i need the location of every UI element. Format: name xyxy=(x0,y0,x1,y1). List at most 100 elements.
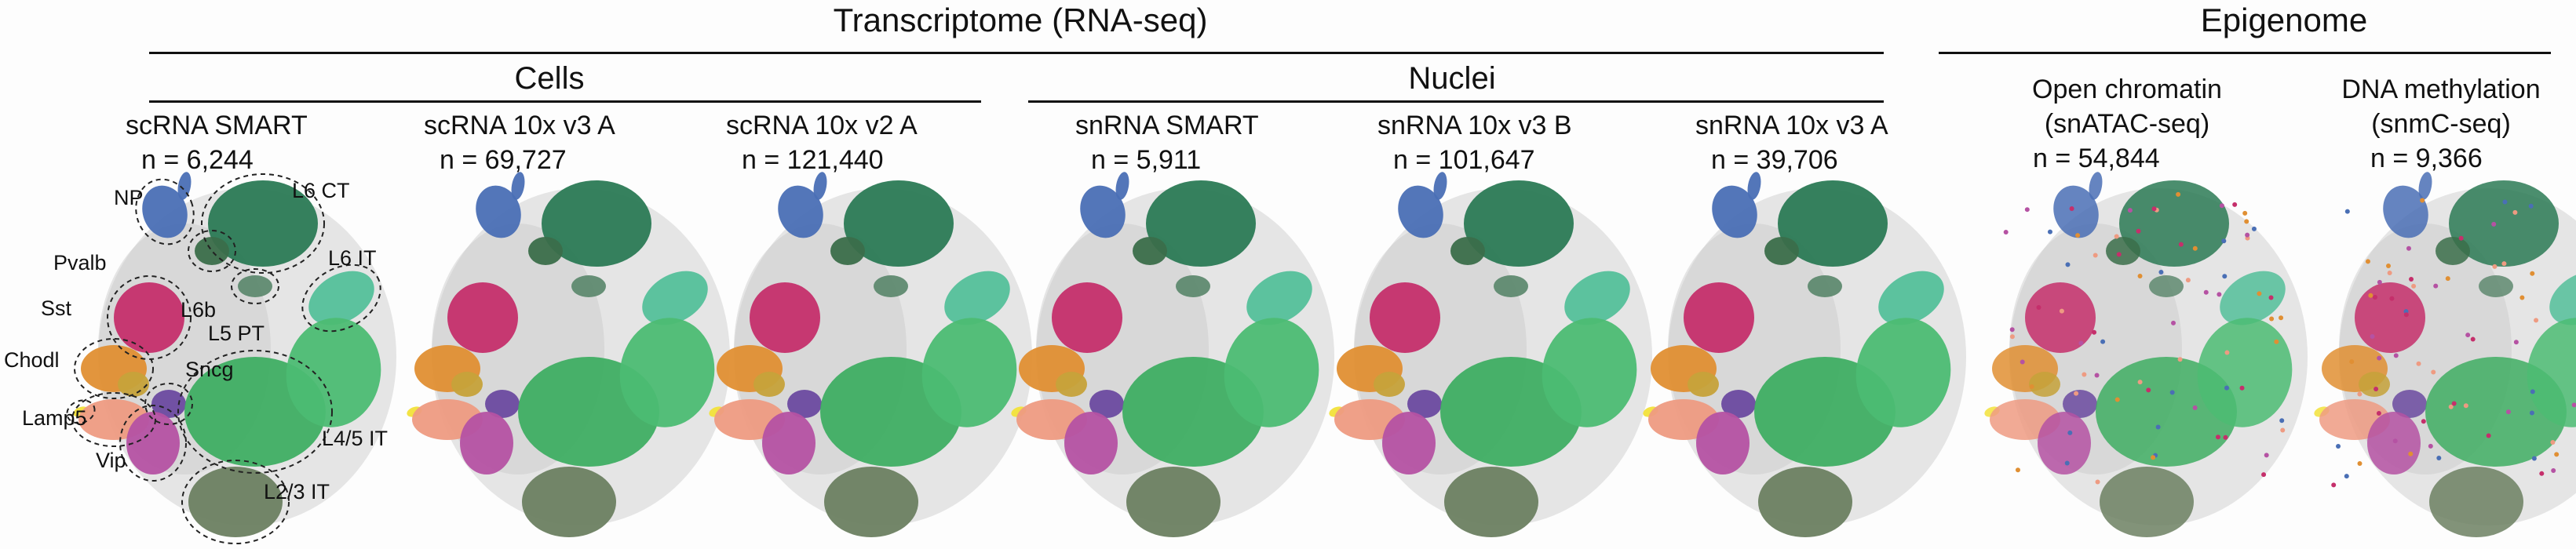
cell-dot xyxy=(2492,264,2498,269)
cluster-outline xyxy=(301,264,381,333)
cluster-outline xyxy=(188,230,236,272)
cell-dot xyxy=(2024,207,2030,213)
cell-dot xyxy=(2408,451,2414,456)
cluster-sncg xyxy=(1089,390,1124,418)
cell-dot xyxy=(2239,385,2245,391)
panel-count: n = 6,244 xyxy=(141,145,254,175)
cell-dot xyxy=(2114,234,2119,239)
cell-dot xyxy=(2409,276,2414,282)
panel-title: DNA methylation (snmC-seq) n = 9,366 xyxy=(2315,72,2567,176)
cluster-l5pt xyxy=(1494,275,1528,297)
cluster-outline xyxy=(231,268,279,304)
cluster-np-tail xyxy=(1433,172,1447,200)
cell-dot xyxy=(2421,419,2426,424)
cluster-np xyxy=(142,185,188,238)
cluster-l45it-light xyxy=(286,318,381,427)
cell-dot xyxy=(2078,340,2084,346)
cluster-outline xyxy=(119,405,187,482)
cell-dot xyxy=(2192,405,2198,410)
cluster-l6b xyxy=(528,237,563,265)
cluster-l45it-light xyxy=(921,318,1017,427)
cell-dot xyxy=(2551,467,2556,473)
cluster-l23it xyxy=(522,467,616,537)
label-pvalb: Pvalb xyxy=(53,251,107,274)
label-np: NP xyxy=(114,186,144,209)
umap-plot xyxy=(1984,172,2308,537)
cluster-np xyxy=(2053,185,2099,238)
cluster-l6ct xyxy=(2449,180,2559,267)
label-l5pt: L5 PT xyxy=(208,322,265,345)
panel-name: scRNA SMART xyxy=(126,111,308,140)
cell-dot xyxy=(2029,384,2034,390)
cluster-pvalb xyxy=(447,282,518,353)
cell-dot xyxy=(2279,315,2284,321)
cell-dot xyxy=(2502,199,2508,205)
header-epigenome: Epigenome xyxy=(2200,2,2368,38)
cell-dot xyxy=(2176,191,2181,197)
cluster-np xyxy=(1080,185,1126,238)
label-l23it: L2/3 IT xyxy=(264,480,330,504)
cell-dot xyxy=(2092,329,2097,335)
label-lamp5: Lamp5 xyxy=(22,406,87,430)
cell-dot xyxy=(2064,460,2070,466)
panel-count: n = 39,706 xyxy=(1711,145,1838,175)
cell-dot xyxy=(2232,202,2238,207)
cluster-sst-yellow xyxy=(2029,372,2060,397)
cluster-pvalb xyxy=(1370,282,1440,353)
cluster-np-tail xyxy=(2418,172,2432,200)
cluster-pvalb xyxy=(750,282,820,353)
cell-dot xyxy=(2095,479,2100,485)
cell-dot xyxy=(2403,312,2409,318)
cell-dot xyxy=(2530,389,2535,394)
umap-plot xyxy=(1329,172,1652,537)
cell-dot xyxy=(2448,404,2454,409)
cluster-l6b xyxy=(1764,237,1799,265)
cell-dot xyxy=(2416,361,2421,366)
cluster-l45it-light xyxy=(1542,318,1637,427)
cell-dot xyxy=(2185,278,2191,283)
cluster-l23it xyxy=(824,467,918,537)
umap-panel-scrna-10xv3a xyxy=(407,169,753,537)
cluster-sst-yellow xyxy=(1374,372,1405,397)
cluster-vip xyxy=(2038,412,2091,474)
cell-dot xyxy=(2331,482,2337,488)
header-cells: Cells xyxy=(514,61,585,96)
cell-dot xyxy=(2222,274,2228,279)
cell-dot xyxy=(2094,373,2100,378)
cluster-sncg xyxy=(2392,390,2427,418)
cell-dot xyxy=(2376,411,2381,416)
cluster-vip xyxy=(2367,412,2421,474)
cell-dot xyxy=(2177,357,2183,362)
cluster-l6b xyxy=(2106,237,2140,265)
cell-dot xyxy=(2203,289,2209,295)
cell-dot xyxy=(2349,359,2355,365)
cell-dot xyxy=(2047,229,2052,235)
cell-dot xyxy=(2465,333,2471,338)
cell-dot xyxy=(2264,453,2269,458)
cluster-l6ct xyxy=(1146,180,1256,267)
cluster-vip xyxy=(126,412,180,474)
cell-dot xyxy=(2336,444,2341,449)
cell-dot xyxy=(2357,460,2363,466)
cluster-outline xyxy=(71,392,156,447)
panel-title: scRNA SMART n = 6,244 xyxy=(126,108,455,177)
cell-dot xyxy=(2015,467,2020,473)
cell-dot xyxy=(2171,320,2176,325)
umap-plot xyxy=(66,172,396,544)
panel-count: n = 9,366 xyxy=(2370,144,2483,173)
cell-dot xyxy=(2137,274,2143,279)
cell-dot xyxy=(2436,456,2442,461)
umap-plot xyxy=(1011,172,1334,537)
panel-name: scRNA 10x v2 A xyxy=(726,111,918,140)
cell-dot xyxy=(2116,252,2122,257)
cell-dot xyxy=(2387,270,2392,275)
cluster-l6it xyxy=(308,271,374,325)
cluster-l6it xyxy=(1246,271,1312,325)
cluster-outline xyxy=(74,338,154,399)
cluster-outline xyxy=(135,178,195,245)
cell-dot xyxy=(2155,424,2161,430)
cluster-np xyxy=(2383,185,2428,238)
cell-dot xyxy=(2554,452,2560,457)
umap-panel-snatac xyxy=(1984,169,2331,537)
cell-dot xyxy=(2158,269,2164,274)
